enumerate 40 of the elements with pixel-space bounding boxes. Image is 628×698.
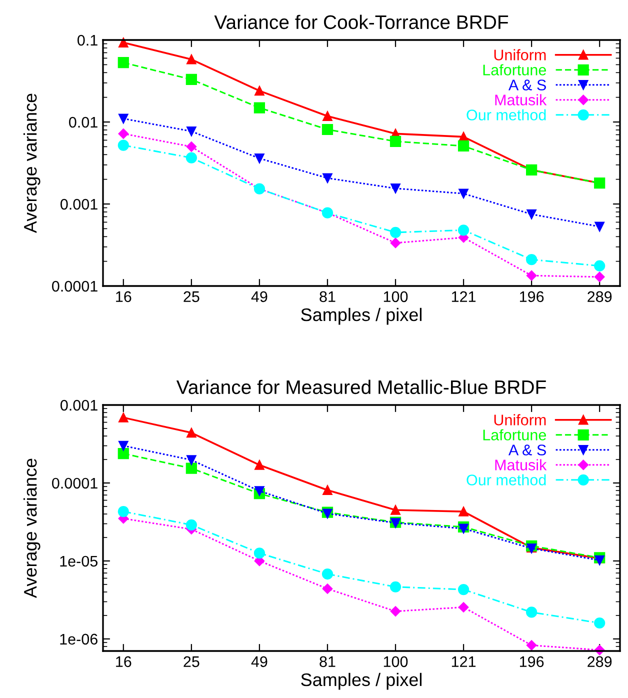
chart-title: Variance for Cook-Torrance BRDF [214, 14, 508, 30]
x-tick-label: 196 [520, 291, 544, 302]
x-tick-label: 81 [320, 656, 336, 668]
x-tick-label: 289 [588, 291, 612, 302]
x-axis-title: Samples / pixel [301, 308, 422, 325]
x-tick-label: 196 [520, 656, 544, 668]
legend-label: Uniform [494, 414, 546, 426]
x-tick-label: 49 [251, 656, 268, 668]
legend-label: Our method [466, 109, 546, 120]
x-tick-label: 25 [184, 291, 200, 302]
legend-label: Lafortune [483, 429, 546, 440]
y-tick-label: 0.001 [60, 198, 98, 210]
y-tick-label: 1e-05 [60, 556, 98, 567]
legend-label: A & S [508, 80, 546, 90]
y-axis-title: Average variance [23, 458, 40, 598]
y-tick-label: 1e-06 [60, 634, 98, 645]
y-tick-label: 0.0001 [52, 478, 98, 489]
legend-label: Matusik [495, 459, 547, 470]
x-tick-label: 16 [116, 291, 132, 302]
y-tick-label: 0.001 [60, 400, 98, 411]
x-tick-label: 49 [251, 291, 268, 302]
chart-title: Variance for Measured Metallic-Blue BRDF [176, 380, 546, 394]
x-tick-label: 100 [384, 656, 408, 668]
legend-label: Matusik [495, 94, 547, 106]
legend-label: Our method [466, 474, 546, 486]
y-tick-label: 0.0001 [52, 280, 98, 292]
y-axis-title: Average variance [23, 94, 40, 234]
x-tick-label: 289 [588, 656, 612, 668]
x-tick-label: 16 [116, 656, 132, 668]
x-tick-label: 121 [452, 656, 476, 667]
x-tick-label: 121 [452, 291, 476, 302]
y-tick-label: 0.1 [78, 34, 98, 46]
x-tick-label: 81 [320, 291, 336, 302]
legend-label: Uniform [494, 49, 546, 60]
legend-label: Lafortune [483, 64, 546, 76]
legend-label: A & S [508, 444, 546, 456]
x-tick-label: 100 [384, 291, 408, 302]
x-tick-label: 25 [184, 656, 200, 668]
y-tick-label: 0.01 [69, 116, 98, 128]
x-axis-title: Samples / pixel [301, 672, 422, 690]
